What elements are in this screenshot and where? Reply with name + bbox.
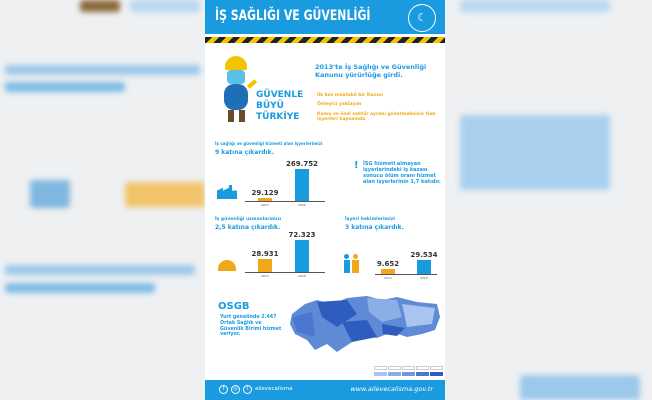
legend-box (416, 366, 429, 370)
background-blur (5, 283, 155, 293)
helmet-icon (218, 260, 236, 271)
tick-label: 2020 (420, 276, 428, 280)
turkey-map (290, 296, 440, 352)
osgb-text: Yurt genelinde 2.447 Ortak Sağlık ve Güv… (220, 315, 282, 338)
background-blur (460, 0, 610, 12)
osgb-title: OSGB (218, 301, 250, 312)
page-title: İŞ SAĞLIĞI VE GÜVENLİĞİ (215, 8, 371, 24)
data-label: 28.931 (251, 250, 279, 259)
bar-2020 (417, 260, 431, 274)
facebook-icon[interactable]: f (219, 385, 228, 394)
instagram-icon[interactable]: ◎ (231, 385, 240, 394)
slogan-line: TÜRKİYE (256, 111, 300, 122)
data-label: 9.652 (376, 260, 400, 269)
tick-label: 2020 (298, 203, 306, 207)
note-text: İSG hizmeti almayan işyerlerindeki iş ka… (363, 161, 441, 185)
mascot-icon (219, 56, 258, 126)
tick-label: 2013 (261, 203, 269, 207)
background-blur (80, 0, 120, 12)
intro-bullets: İlk kez müstakil bir Kanun Önleyici yakl… (317, 93, 442, 123)
data-label: 72.323 (288, 231, 316, 239)
slogan: GÜVENLE BÜYÜ TÜRKİYE (256, 90, 303, 122)
legend-swatch (374, 372, 387, 376)
legend-box (430, 366, 443, 370)
data-label: 29.534 (410, 251, 438, 259)
background-blur (130, 0, 200, 12)
bar-2013 (258, 259, 272, 272)
chart1-title: İş sağlığı ve güvenliği hizmeti alan işy… (215, 141, 323, 146)
intro-headline: 2013'te İş Sağlığı ve Güvenliği Kanunu y… (315, 63, 427, 79)
tick-label: 2013 (384, 276, 392, 280)
legend-swatch (402, 372, 415, 376)
social-handle: ailevecalisma (255, 386, 293, 392)
tick-label: 2020 (298, 274, 306, 278)
bullet: İlk kez müstakil bir Kanun (317, 93, 383, 98)
x-axis (375, 274, 437, 275)
legend-box (402, 366, 415, 370)
background-blur (125, 182, 205, 207)
background-blur (5, 265, 195, 275)
bullet: Önleyici yaklaşım (317, 102, 362, 108)
exclamation-icon: ! (354, 160, 359, 171)
chart1-subtitle: 9 katına çıkardık. (215, 149, 274, 156)
ministry-logo-icon: ☾ (408, 4, 436, 32)
doctors-icon (344, 254, 362, 274)
website-link[interactable]: www.ailevecalisma.gov.tr (350, 385, 433, 393)
tick-label: 2013 (261, 274, 269, 278)
data-label: 29.129 (251, 188, 279, 197)
bar-2013 (381, 269, 395, 274)
bar-2013 (258, 197, 272, 201)
x-axis (245, 201, 325, 202)
legend-box (374, 366, 387, 370)
infographic: İŞ SAĞLIĞI VE GÜVENLİĞİ ☾ GÜVENLE BÜYÜ T… (205, 0, 445, 400)
factory-icon (217, 185, 237, 199)
twitter-icon[interactable]: t (243, 385, 252, 394)
chart2-subtitle: 2,5 katına çıkardık. (215, 224, 281, 231)
background-blur (5, 65, 200, 75)
background-blur (520, 375, 640, 400)
hazard-stripe (205, 37, 445, 43)
legend-swatch (416, 372, 429, 376)
background-blur (5, 82, 125, 92)
bar-2020 (295, 240, 309, 272)
chart2-title: İş güvenliği uzmanlarımızı (215, 217, 282, 222)
background-blur (30, 180, 70, 208)
legend-swatch (430, 372, 443, 376)
background-blur (460, 115, 610, 190)
slogan-line: GÜVENLE (256, 90, 304, 100)
header: İŞ SAĞLIĞI VE GÜVENLİĞİ ☾ (205, 0, 445, 34)
bullet: Kamu ve özel sektör ayrımı gözetmeksizin… (317, 111, 436, 123)
slogan-line: BÜYÜ (256, 100, 284, 111)
bar-2020 (295, 169, 309, 201)
legend-swatch (388, 372, 401, 376)
chart3-title: İşyeri hekimlerimizi (345, 217, 395, 222)
chart3-subtitle: 3 katına çıkardık. (345, 224, 404, 231)
legend-box (388, 366, 401, 370)
footer: f ◎ t ailevecalisma www.ailevecalisma.go… (205, 380, 445, 400)
x-axis (245, 272, 325, 273)
data-label: 269.752 (286, 160, 318, 168)
